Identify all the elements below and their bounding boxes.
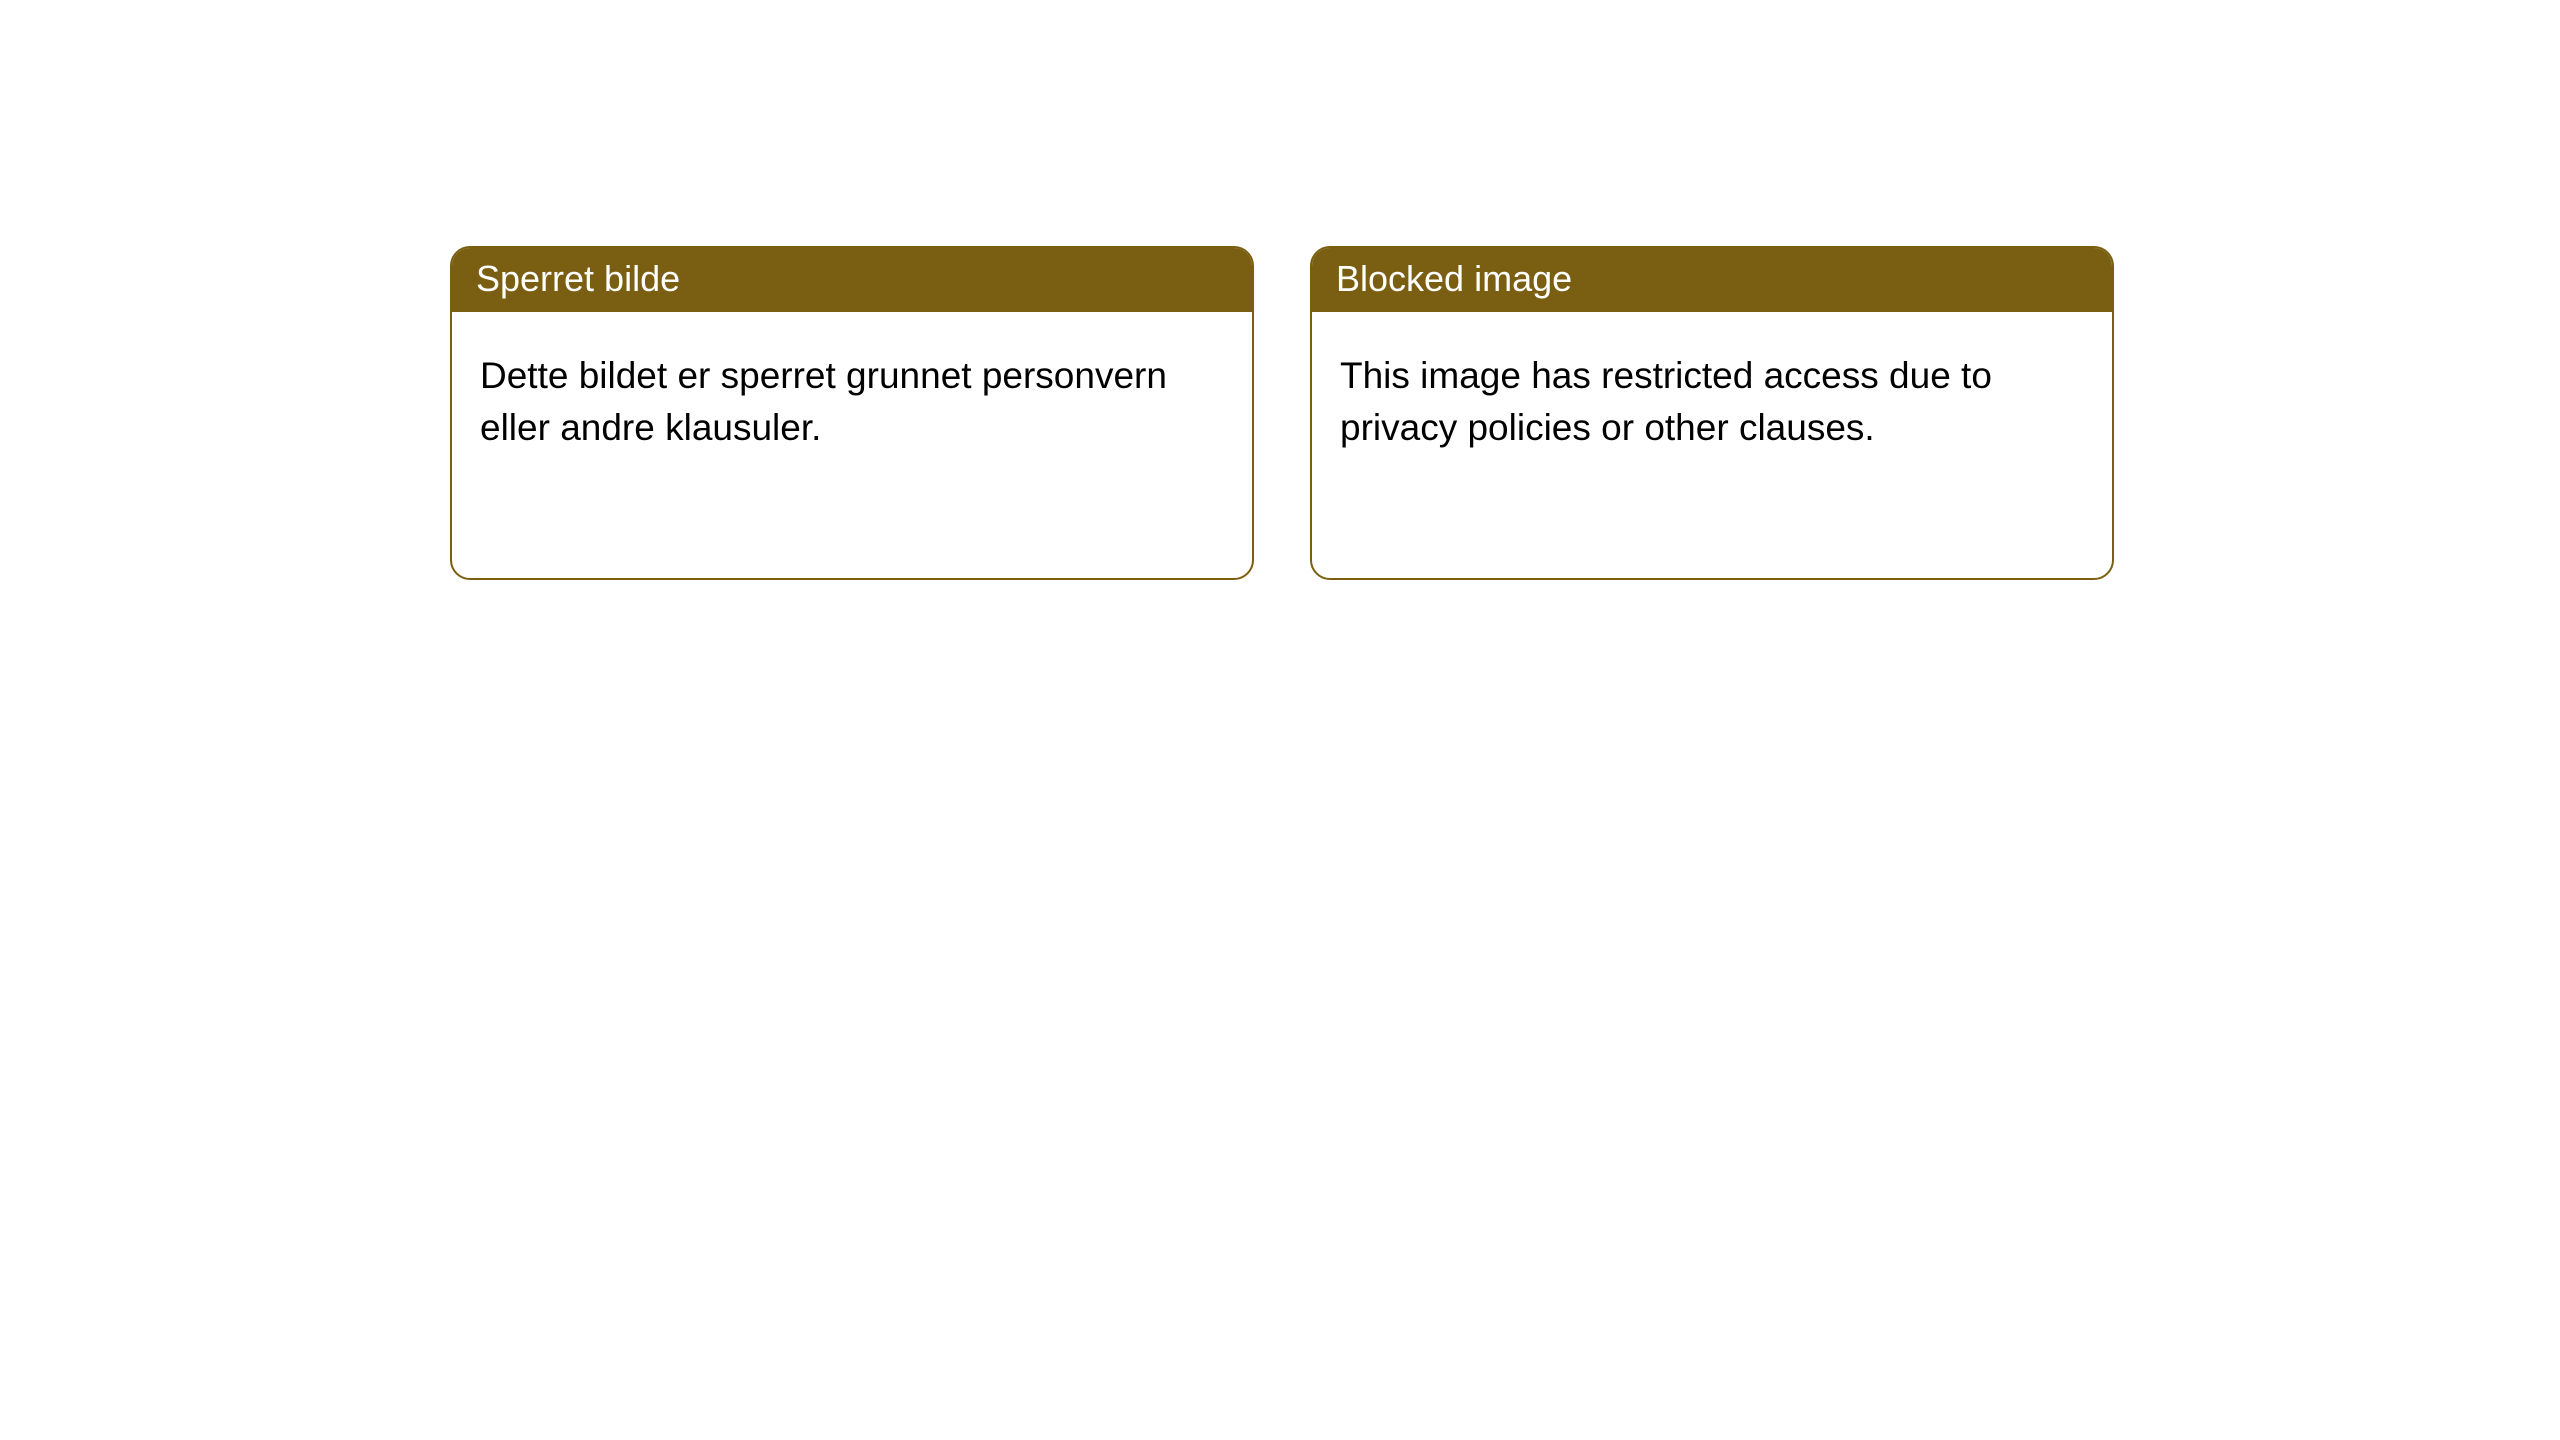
notice-header-english: Blocked image xyxy=(1312,248,2112,312)
notice-body-english: This image has restricted access due to … xyxy=(1312,312,2112,492)
notice-header-norwegian: Sperret bilde xyxy=(452,248,1252,312)
notice-body-norwegian: Dette bildet er sperret grunnet personve… xyxy=(452,312,1252,492)
notice-box-english: Blocked image This image has restricted … xyxy=(1310,246,2114,580)
notice-container: Sperret bilde Dette bildet er sperret gr… xyxy=(450,246,2114,580)
notice-box-norwegian: Sperret bilde Dette bildet er sperret gr… xyxy=(450,246,1254,580)
